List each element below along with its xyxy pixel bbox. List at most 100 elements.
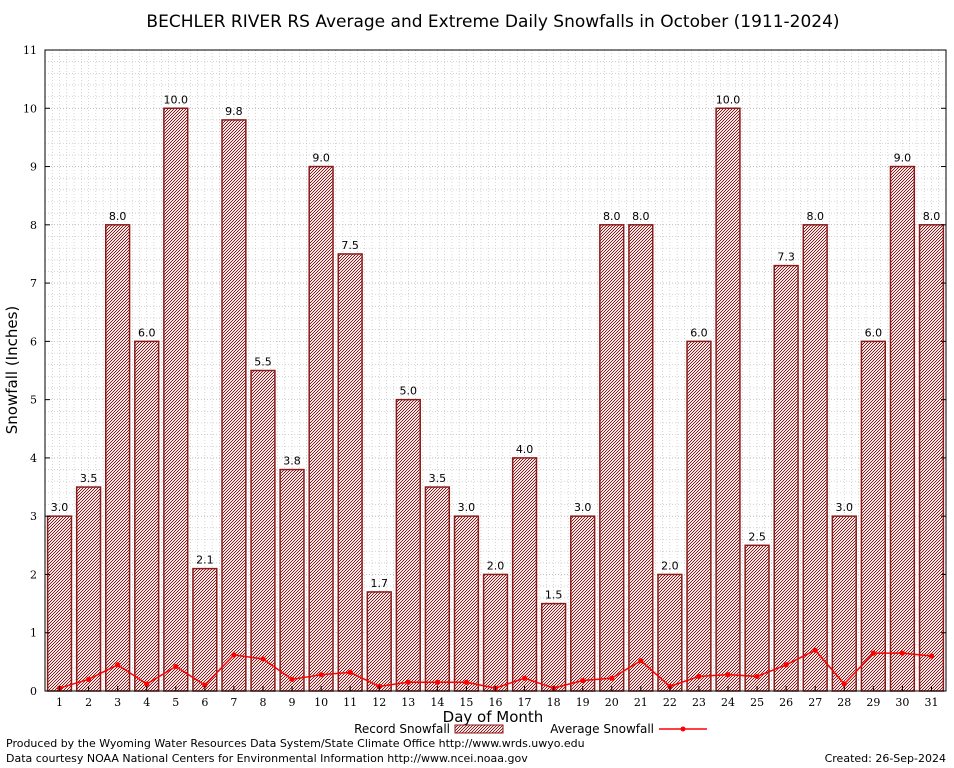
x-tick-label: 30 [895,696,909,709]
credit-line-wrds: Produced by the Wyoming Water Resources … [6,737,585,750]
x-tick-label: 13 [401,696,415,709]
average-point-day-31 [928,653,935,659]
bar-record-day-3 [104,224,131,692]
bar-record-day-29 [860,340,887,692]
bar-record-day-2 [75,486,102,692]
x-tick-label: 7 [230,696,237,709]
average-point-day-20 [609,675,615,681]
y-tick-label: 10 [23,102,37,115]
legend-label-record-snowfall: Record Snowfall [354,722,450,736]
bar-record-day-28 [831,515,857,692]
average-point-day-29 [870,650,876,656]
average-point-day-3 [115,662,121,668]
bar-record-day-30 [889,165,916,692]
bar-record-day-6 [192,567,218,692]
bar-label-day-16: 2.0 [487,559,505,572]
y-tick-label: 5 [30,394,37,407]
average-point-day-9 [289,676,295,682]
x-tick-label: 5 [172,696,179,709]
bar-record-day-14 [424,486,451,692]
x-tick-label: 17 [518,696,532,709]
x-tick-label: 1 [56,696,63,709]
average-point-day-30 [899,650,906,656]
average-point-day-4 [144,681,150,687]
bar-label-day-25: 2.5 [748,530,766,543]
chart-title: BECHLER RIVER RS Average and Extreme Dai… [146,12,839,32]
bar-label-day-19: 3.0 [574,501,592,514]
average-point-day-13 [405,679,411,685]
average-point-day-8 [260,656,266,662]
bar-label-day-5: 10.0 [164,93,189,106]
average-point-day-24 [725,672,731,678]
bar-record-day-24 [715,107,741,692]
bar-record-day-16 [482,573,509,692]
bar-label-day-15: 3.0 [458,501,476,514]
x-tick-label: 23 [692,696,706,709]
average-point-day-25 [754,673,760,680]
legend-marker-average-snowfall [680,726,686,732]
x-tick-label: 9 [289,696,296,709]
bar-record-day-21 [628,224,654,692]
bar-record-day-10 [308,165,334,692]
bar-record-day-25 [744,544,770,692]
bar-label-day-31: 8.0 [923,210,941,223]
bar-label-day-13: 5.0 [400,385,418,398]
bar-label-day-6: 2.1 [196,554,214,567]
x-tick-label: 19 [576,696,590,709]
bar-label-day-10: 9.0 [312,152,330,165]
bar-label-day-1: 3.0 [51,501,69,514]
average-point-day-17 [521,675,528,681]
bar-label-day-21: 8.0 [632,210,650,223]
x-tick-label: 28 [837,696,851,709]
created-date: Created: 26-Sep-2024 [824,752,946,765]
average-point-day-23 [696,673,702,680]
bar-record-day-5 [163,107,189,692]
bar-record-day-18 [540,602,567,692]
average-point-day-19 [580,677,586,684]
x-tick-label: 20 [605,696,619,709]
x-tick-label: 29 [866,696,880,709]
x-tick-label: 15 [459,696,473,709]
credit-line-ncei: Data courtesy NOAA National Centers for … [6,752,528,765]
bar-label-layer: 3.0 3.5 8.0 6.0 10.0 2.1 9.8 5.5 3.8 9.0 7.5 1.7 5.0… [51,93,940,601]
y-tick-label: 2 [30,568,37,581]
bar-label-day-24: 10.0 [716,93,741,106]
bar-label-day-2: 3.5 [80,472,98,485]
x-tick-label: 18 [547,696,561,709]
legend: Record Snowfall Average Snowfall [354,722,707,736]
bar-record-day-4 [134,340,160,692]
x-tick-label: 6 [201,696,208,709]
bar-record-day-12 [366,591,392,692]
y-tick-label: 6 [30,335,37,348]
bar-label-day-11: 7.5 [341,239,359,252]
x-tick-label: 31 [924,696,938,709]
x-tick-label: 10 [314,696,328,709]
bar-label-day-26: 7.3 [777,251,795,264]
bar-label-day-8: 5.5 [254,356,272,369]
bar-record-day-22 [657,573,683,692]
average-point-day-27 [812,647,818,653]
average-point-day-15 [463,679,470,685]
bar-record-day-17 [511,457,538,692]
bar-record-day-19 [570,515,596,692]
bar-record-day-8 [250,369,276,692]
x-tick-label: 21 [634,696,648,709]
bar-label-day-4: 6.0 [138,326,156,339]
y-tick-label: 8 [30,219,37,232]
bar-record-day-1 [46,515,73,692]
bar-record-day-13 [395,398,421,692]
x-axis-label: Day of Month [443,708,544,726]
bar-label-day-27: 8.0 [806,210,824,223]
bar-label-day-7: 9.8 [225,105,243,118]
x-tick-label: 25 [750,696,764,709]
average-point-day-28 [841,681,847,687]
bar-record-day-15 [453,515,480,692]
bar-record-day-31 [918,224,945,692]
x-tick-label: 22 [663,696,677,709]
x-tick-label: 14 [430,696,444,709]
x-tick-label: 11 [343,696,357,709]
average-point-day-26 [783,662,789,668]
average-point-day-21 [638,658,644,664]
